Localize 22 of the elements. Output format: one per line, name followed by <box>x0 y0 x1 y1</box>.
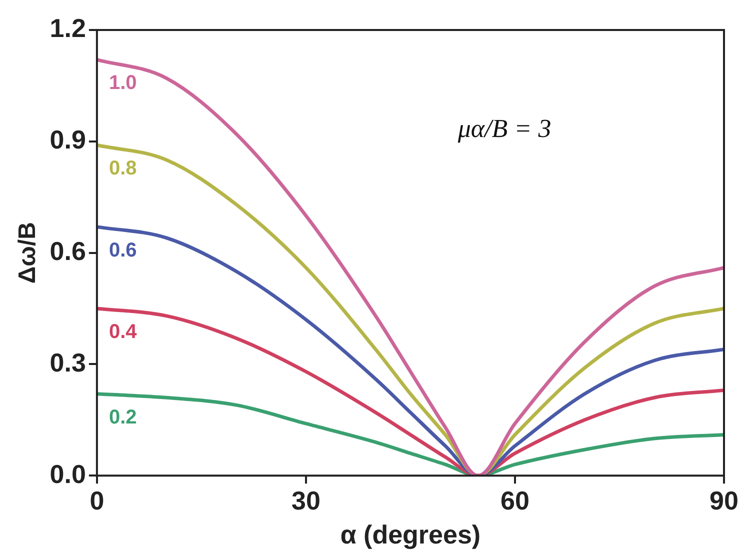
y-tick-label: 0.0 <box>50 458 86 489</box>
series-label: 0.6 <box>108 239 137 262</box>
annotation: μα/B = 3 <box>456 114 552 143</box>
y-tick-label: 0.9 <box>50 124 86 155</box>
series-label: 0.2 <box>108 406 137 428</box>
y-tick-label: 0.3 <box>50 347 86 378</box>
x-tick-label: 30 <box>292 485 320 516</box>
line-series <box>96 58 724 476</box>
x-tick-label: 60 <box>500 485 530 516</box>
y-tick-label: 0.6 <box>50 236 86 266</box>
series-label: 0.8 <box>108 158 137 180</box>
series-label: 0.4 <box>108 321 138 344</box>
x-tick-label: 0 <box>90 485 104 516</box>
line-series <box>96 306 724 476</box>
line-series <box>96 143 724 476</box>
line-series <box>96 392 724 476</box>
x-tick-label: 90 <box>710 485 738 516</box>
y-axis-title: Δω/B <box>14 222 42 284</box>
series-label: 1.0 <box>108 72 137 94</box>
x-axis-title: α (degrees) <box>340 520 481 550</box>
line-series <box>96 225 724 476</box>
y-tick-label: 1.2 <box>50 13 86 44</box>
